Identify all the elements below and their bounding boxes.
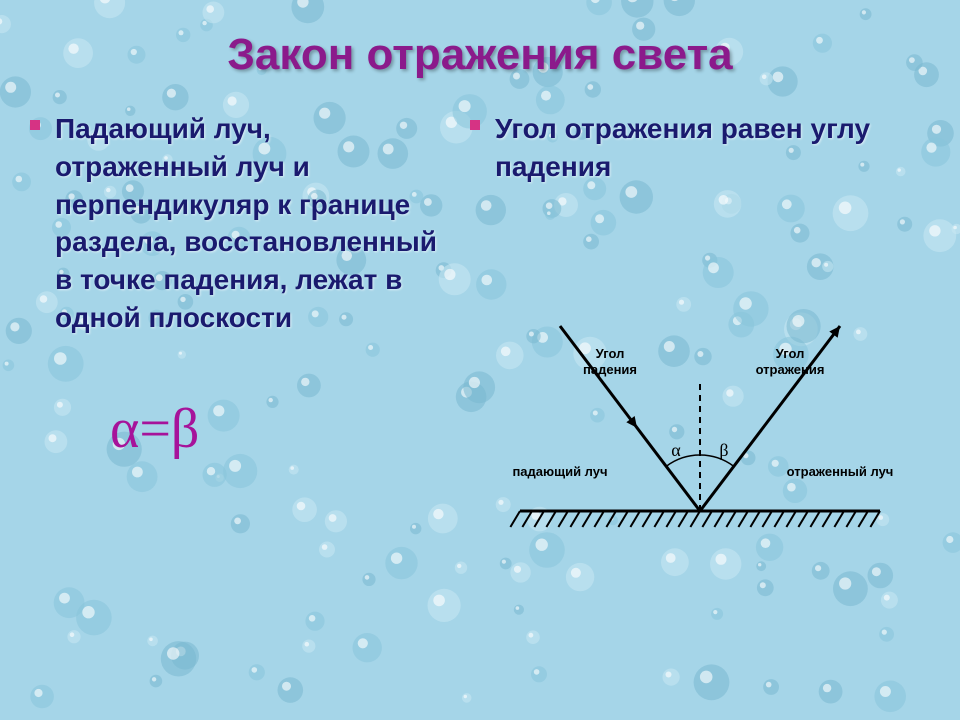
two-column-layout: Падающий луч, отраженный луч и перпендик… xyxy=(50,110,910,561)
reflection-diagram: УголпаденияУголотраженияпадающий лучотра… xyxy=(490,296,910,556)
svg-text:Угол: Угол xyxy=(596,346,625,361)
right-column: Угол отражения равен углу падения Уголпа… xyxy=(490,110,910,561)
svg-text:α: α xyxy=(671,440,681,460)
reflection-diagram-container: УголпаденияУголотраженияпадающий лучотра… xyxy=(490,296,910,561)
left-text: Падающий луч, отраженный луч и перпендик… xyxy=(50,110,450,337)
svg-text:падающий луч: падающий луч xyxy=(512,464,607,479)
right-text: Угол отражения равен углу падения xyxy=(490,110,910,186)
left-column: Падающий луч, отраженный луч и перпендик… xyxy=(50,110,450,561)
bullet-icon xyxy=(470,120,480,130)
svg-text:падения: падения xyxy=(583,362,637,377)
formula-equation: α=β xyxy=(50,397,450,461)
bullet-icon xyxy=(30,120,40,130)
svg-text:β: β xyxy=(719,440,728,460)
svg-text:Угол: Угол xyxy=(776,346,805,361)
slide-content: Закон отражения света Падающий луч, отра… xyxy=(0,0,960,720)
slide-title: Закон отражения света xyxy=(50,30,910,80)
svg-text:отраженный луч: отраженный луч xyxy=(787,464,894,479)
svg-text:отражения: отражения xyxy=(756,362,825,377)
